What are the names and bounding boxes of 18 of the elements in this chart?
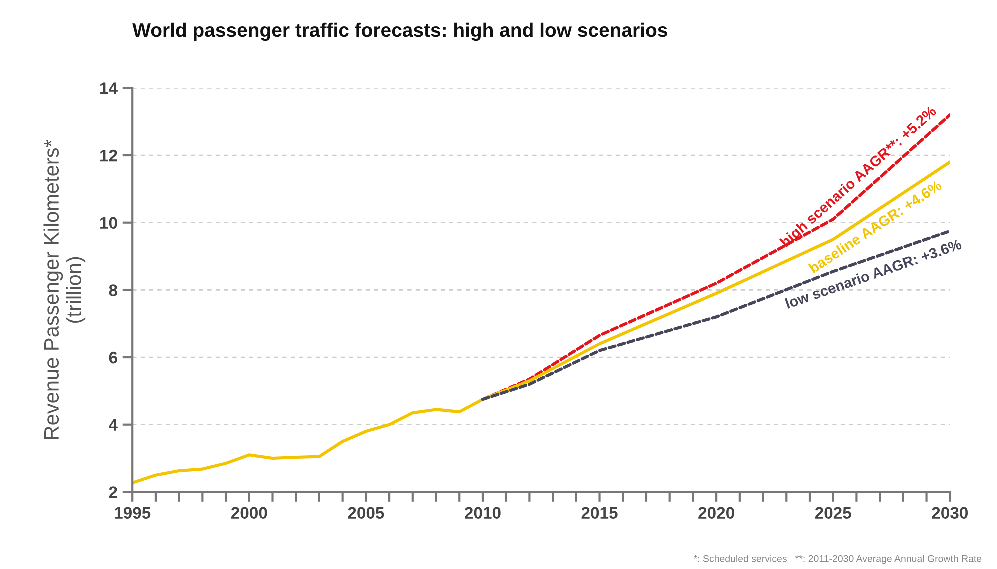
y-tick-label: 6 xyxy=(109,352,118,364)
x-tick-label: 2005 xyxy=(348,507,384,520)
y-tick-label: 14 xyxy=(100,82,118,94)
x-tick-label: 2010 xyxy=(465,507,501,520)
y-tick-label: 10 xyxy=(100,217,118,230)
y-axis-title: Revenue Passenger Kilometers* (trillion) xyxy=(44,140,86,440)
y-tick-label: 2 xyxy=(109,486,118,498)
chart-title: World passenger traffic forecasts: high and low scenarios xyxy=(132,22,668,42)
x-tick-label: 2000 xyxy=(231,507,268,520)
x-tick-label: 2020 xyxy=(698,507,734,520)
text: *: Scheduled services **: 2011-2030 Average Annual Growth Rate xyxy=(694,555,982,564)
y-tick-label: 12 xyxy=(100,150,118,162)
x-tick-label: 2015 xyxy=(582,507,618,520)
y-tick-label: 4 xyxy=(109,419,118,431)
x-tick-label: 2025 xyxy=(815,507,852,520)
x-tick-label: 2030 xyxy=(932,507,968,520)
y-tick-label: 8 xyxy=(109,284,118,296)
x-tick-label: 1995 xyxy=(115,507,151,520)
